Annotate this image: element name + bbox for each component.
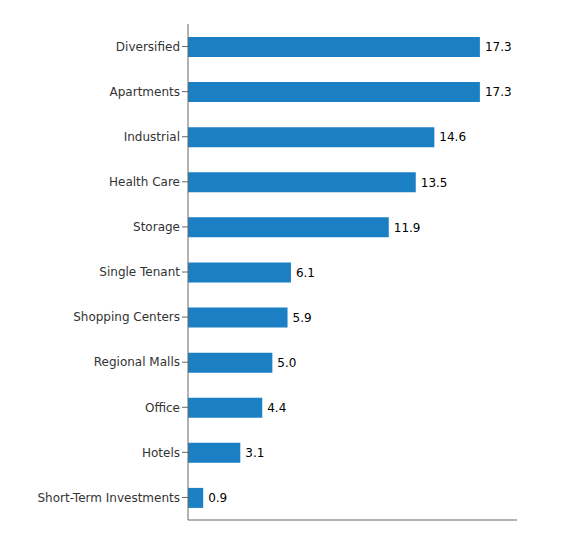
svg-text:0.9: 0.9 (208, 491, 227, 505)
svg-text:14.6: 14.6 (439, 130, 466, 144)
svg-text:Industrial: Industrial (124, 130, 180, 144)
svg-text:Diversified: Diversified (116, 40, 180, 54)
svg-text:5.9: 5.9 (293, 311, 312, 325)
svg-text:13.5: 13.5 (421, 176, 448, 190)
svg-text:17.3: 17.3 (485, 85, 512, 99)
svg-text:6.1: 6.1 (296, 266, 315, 280)
svg-text:3.1: 3.1 (245, 446, 264, 460)
svg-text:Storage: Storage (133, 220, 180, 234)
svg-text:11.9: 11.9 (394, 221, 421, 235)
svg-text:Health Care: Health Care (109, 175, 180, 189)
svg-text:Hotels: Hotels (142, 446, 180, 460)
svg-text:5.0: 5.0 (277, 356, 296, 370)
svg-text:Office: Office (145, 401, 180, 415)
svg-text:Single Tenant: Single Tenant (99, 265, 180, 279)
svg-text:Regional Malls: Regional Malls (94, 355, 180, 369)
svg-text:4.4: 4.4 (267, 401, 286, 415)
svg-text:Shopping Centers: Shopping Centers (73, 310, 180, 324)
svg-text:Short-Term Investments: Short-Term Investments (37, 491, 180, 505)
svg-text:Apartments: Apartments (110, 85, 180, 99)
svg-text:17.3: 17.3 (485, 40, 512, 54)
